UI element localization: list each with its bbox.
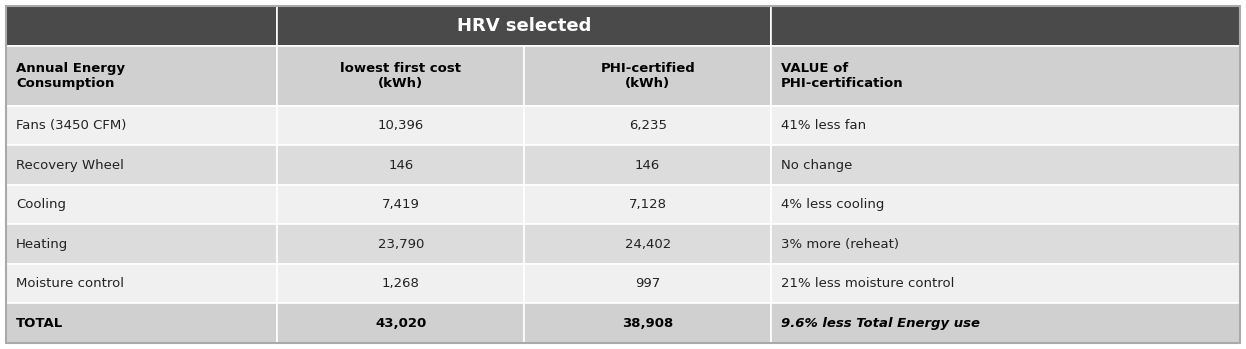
Bar — [6, 224, 278, 264]
Bar — [771, 106, 1240, 146]
Bar — [278, 6, 771, 45]
Bar — [6, 45, 278, 106]
Bar — [278, 45, 525, 106]
Bar — [525, 224, 771, 264]
Text: PHI-certified
(kWh): PHI-certified (kWh) — [601, 62, 695, 90]
Text: 1,268: 1,268 — [383, 277, 420, 290]
Text: Recovery Wheel: Recovery Wheel — [16, 159, 123, 172]
Text: 24,402: 24,402 — [624, 238, 670, 251]
Bar — [6, 304, 278, 343]
Bar — [525, 106, 771, 146]
Bar — [771, 146, 1240, 185]
Bar — [525, 185, 771, 224]
Text: 7,419: 7,419 — [383, 198, 420, 211]
Text: 9.6% less Total Energy use: 9.6% less Total Energy use — [781, 317, 981, 330]
Text: HRV selected: HRV selected — [457, 17, 592, 35]
Bar — [278, 264, 525, 304]
Text: Cooling: Cooling — [16, 198, 66, 211]
Text: 38,908: 38,908 — [622, 317, 673, 330]
Text: 6,235: 6,235 — [629, 119, 667, 132]
Text: Heating: Heating — [16, 238, 69, 251]
Bar — [6, 6, 278, 45]
Bar — [278, 106, 525, 146]
Bar — [6, 185, 278, 224]
Bar — [6, 106, 278, 146]
Text: 10,396: 10,396 — [378, 119, 424, 132]
Bar — [525, 264, 771, 304]
Text: 146: 146 — [635, 159, 660, 172]
Text: No change: No change — [781, 159, 852, 172]
Text: Moisture control: Moisture control — [16, 277, 125, 290]
Bar — [525, 146, 771, 185]
Text: VALUE of
PHI-certification: VALUE of PHI-certification — [781, 62, 903, 90]
Bar — [771, 264, 1240, 304]
Bar — [525, 45, 771, 106]
Bar — [525, 304, 771, 343]
Bar — [771, 185, 1240, 224]
Bar — [278, 304, 525, 343]
Bar — [6, 264, 278, 304]
Text: Fans (3450 CFM): Fans (3450 CFM) — [16, 119, 126, 132]
Text: TOTAL: TOTAL — [16, 317, 64, 330]
Text: 146: 146 — [389, 159, 414, 172]
Text: 23,790: 23,790 — [378, 238, 424, 251]
Text: 4% less cooling: 4% less cooling — [781, 198, 885, 211]
Bar — [771, 304, 1240, 343]
Bar — [278, 224, 525, 264]
Bar — [771, 6, 1240, 45]
Bar — [6, 146, 278, 185]
Text: 43,020: 43,020 — [375, 317, 426, 330]
Text: 997: 997 — [635, 277, 660, 290]
Text: 21% less moisture control: 21% less moisture control — [781, 277, 954, 290]
Bar — [278, 185, 525, 224]
Text: lowest first cost
(kWh): lowest first cost (kWh) — [340, 62, 461, 90]
Bar — [771, 224, 1240, 264]
Text: 41% less fan: 41% less fan — [781, 119, 866, 132]
Bar — [278, 146, 525, 185]
Bar — [771, 45, 1240, 106]
Text: 3% more (reheat): 3% more (reheat) — [781, 238, 900, 251]
Text: Annual Energy
Consumption: Annual Energy Consumption — [16, 62, 125, 90]
Text: 7,128: 7,128 — [629, 198, 667, 211]
